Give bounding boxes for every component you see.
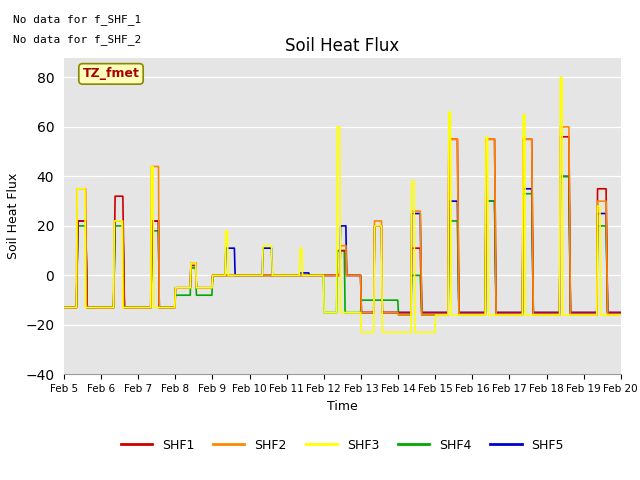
X-axis label: Time: Time: [327, 400, 358, 413]
Text: TZ_fmet: TZ_fmet: [83, 67, 140, 81]
Text: No data for f_SHF_2: No data for f_SHF_2: [13, 34, 141, 45]
Title: Soil Heat Flux: Soil Heat Flux: [285, 36, 399, 55]
Legend: SHF1, SHF2, SHF3, SHF4, SHF5: SHF1, SHF2, SHF3, SHF4, SHF5: [116, 434, 569, 457]
Text: No data for f_SHF_1: No data for f_SHF_1: [13, 14, 141, 25]
Y-axis label: Soil Heat Flux: Soil Heat Flux: [6, 173, 20, 259]
